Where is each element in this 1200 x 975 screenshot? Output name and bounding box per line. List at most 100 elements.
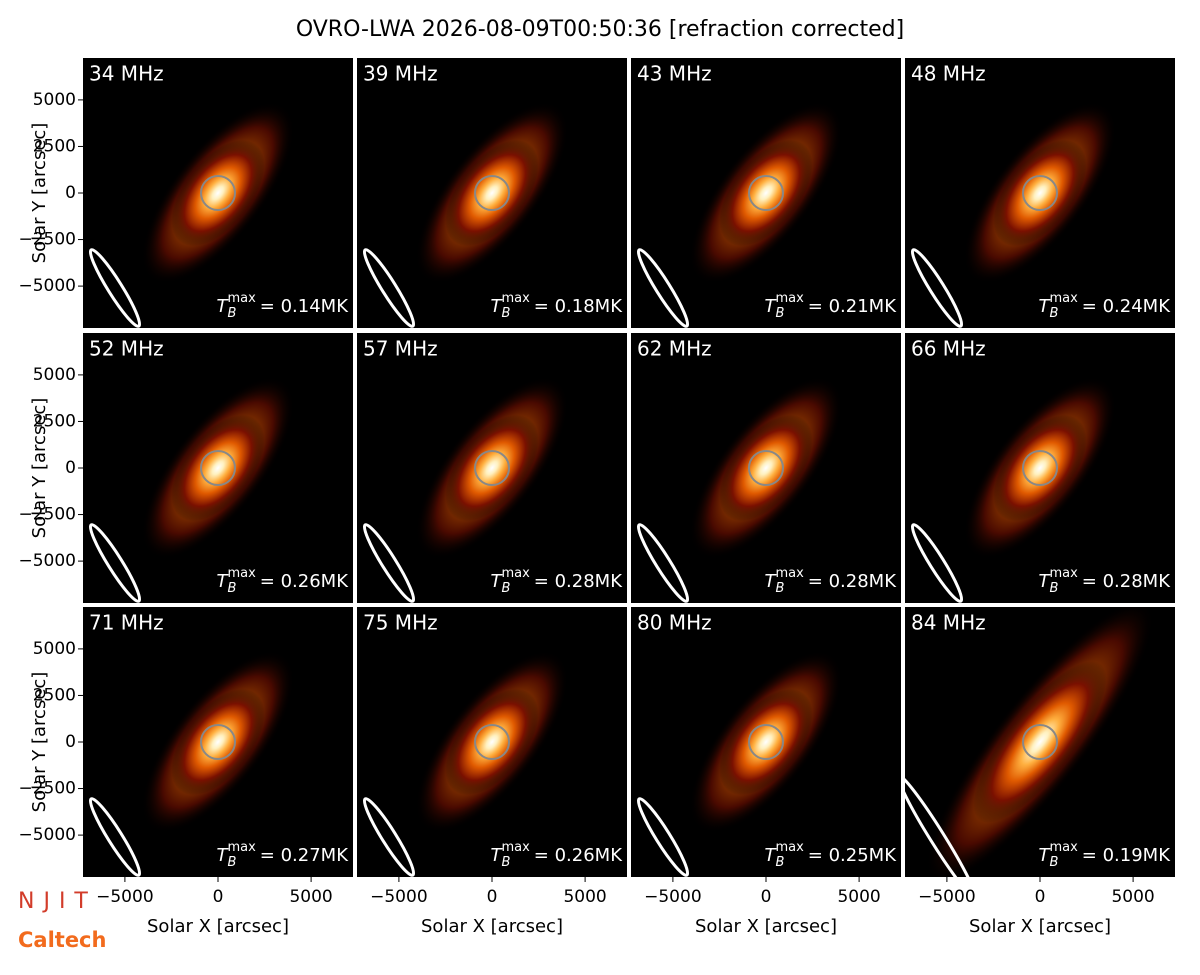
y-tick-label: −5000	[18, 276, 76, 296]
solar-disk	[474, 450, 510, 486]
tb-sup: max	[775, 840, 804, 855]
tb-sub: B	[502, 306, 511, 321]
tb-sup: max	[1049, 291, 1078, 306]
tb-max-label: TBmax = 0.14MK	[217, 291, 350, 321]
solar-disk	[474, 724, 510, 760]
tb-max-label: TBmax = 0.28MK	[765, 566, 898, 596]
x-tick-label: 5000	[563, 887, 606, 907]
tb-text: = 0.28MK	[1082, 571, 1171, 592]
tb-max-label: TBmax = 0.28MK	[1039, 566, 1172, 596]
x-tick-label: −5000	[918, 887, 976, 907]
tb-text: = 0.24MK	[1082, 296, 1171, 317]
tb-symbol: T	[491, 845, 504, 866]
beam	[910, 523, 964, 603]
tb-text: = 0.25MK	[808, 845, 897, 866]
y-tick-label: 2500	[33, 136, 76, 156]
y-axis-label: Solar Y [arcsec]	[29, 672, 50, 813]
x-tick-label: 5000	[1111, 887, 1154, 907]
panel	[83, 607, 353, 877]
tb-sup: max	[501, 840, 530, 855]
emission-core	[719, 414, 813, 522]
x-tick-label: 0	[213, 887, 224, 907]
frequency-label: 80 MHz	[637, 611, 712, 635]
solar-disk	[1022, 724, 1058, 760]
solar-disk	[748, 450, 784, 486]
tb-text: = 0.14MK	[260, 296, 349, 317]
frequency-label: 66 MHz	[911, 337, 986, 361]
logo-njit: NJIT	[18, 889, 97, 914]
tb-text: = 0.26MK	[260, 571, 349, 592]
tb-max-label: TBmax = 0.24MK	[1039, 291, 1172, 321]
tb-sub: B	[1050, 306, 1059, 321]
x-axis-label: Solar X [arcsec]	[421, 916, 563, 937]
figure-title: OVRO-LWA 2026-08-09T00:50:36 [refraction…	[296, 17, 904, 42]
tb-symbol: T	[765, 845, 778, 866]
tb-sub: B	[502, 581, 511, 596]
solar-disk	[200, 175, 236, 211]
tb-symbol: T	[765, 296, 778, 317]
tb-symbol: T	[765, 571, 778, 592]
tb-text: = 0.26MK	[534, 845, 623, 866]
emission-core	[973, 661, 1107, 823]
tb-text: = 0.18MK	[534, 296, 623, 317]
x-tick-label: 5000	[837, 887, 880, 907]
tb-symbol: T	[491, 571, 504, 592]
solar-disk	[200, 450, 236, 486]
frequency-label: 57 MHz	[363, 337, 438, 361]
x-tick-label: 0	[1035, 887, 1046, 907]
panel	[357, 333, 627, 603]
tb-sub: B	[228, 581, 237, 596]
tb-symbol: T	[491, 296, 504, 317]
x-tick-label: −5000	[96, 887, 154, 907]
tb-sup: max	[501, 566, 530, 581]
tb-text: = 0.28MK	[808, 571, 897, 592]
solar-disk	[748, 175, 784, 211]
tb-sup: max	[775, 566, 804, 581]
tb-symbol: T	[217, 845, 230, 866]
y-tick-label: 2500	[33, 685, 76, 705]
tb-sub: B	[228, 855, 237, 870]
tb-sub: B	[1050, 581, 1059, 596]
x-axis-label: Solar X [arcsec]	[969, 916, 1111, 937]
emission-core	[171, 414, 265, 522]
tb-max-label: TBmax = 0.28MK	[491, 566, 624, 596]
tb-sub: B	[502, 855, 511, 870]
y-axis-label: Solar Y [arcsec]	[29, 123, 50, 264]
y-tick-label: −2500	[18, 230, 76, 250]
beam	[362, 797, 416, 877]
beam	[905, 774, 978, 877]
solar-disk	[1022, 450, 1058, 486]
y-tick-label: 0	[65, 458, 76, 478]
x-tick-label: 5000	[289, 887, 332, 907]
y-tick-label: 2500	[33, 411, 76, 431]
panel	[631, 607, 901, 877]
x-tick-label: −5000	[370, 887, 428, 907]
emission-core	[719, 139, 813, 247]
tb-sup: max	[501, 291, 530, 306]
frequency-label: 34 MHz	[89, 62, 164, 86]
x-tick-label: 0	[487, 887, 498, 907]
panel	[83, 58, 353, 328]
panel	[631, 58, 901, 328]
emission-core	[445, 688, 539, 796]
panel	[905, 58, 1175, 328]
tb-max-label: TBmax = 0.21MK	[765, 291, 898, 321]
panel	[905, 333, 1175, 603]
y-tick-label: −5000	[18, 551, 76, 571]
panel	[83, 333, 353, 603]
y-tick-label: 0	[65, 183, 76, 203]
tb-sub: B	[776, 855, 785, 870]
beam	[910, 248, 964, 328]
y-tick-label: −2500	[18, 779, 76, 799]
beam	[88, 248, 142, 328]
tb-sub: B	[776, 581, 785, 596]
y-tick-label: 5000	[33, 90, 76, 110]
logo-caltech: Caltech	[18, 928, 106, 952]
emission-core	[993, 139, 1087, 247]
panel	[631, 333, 901, 603]
tb-sub: B	[228, 306, 237, 321]
x-axis-label: Solar X [arcsec]	[695, 916, 837, 937]
beam	[88, 523, 142, 603]
solar-disk	[474, 175, 510, 211]
